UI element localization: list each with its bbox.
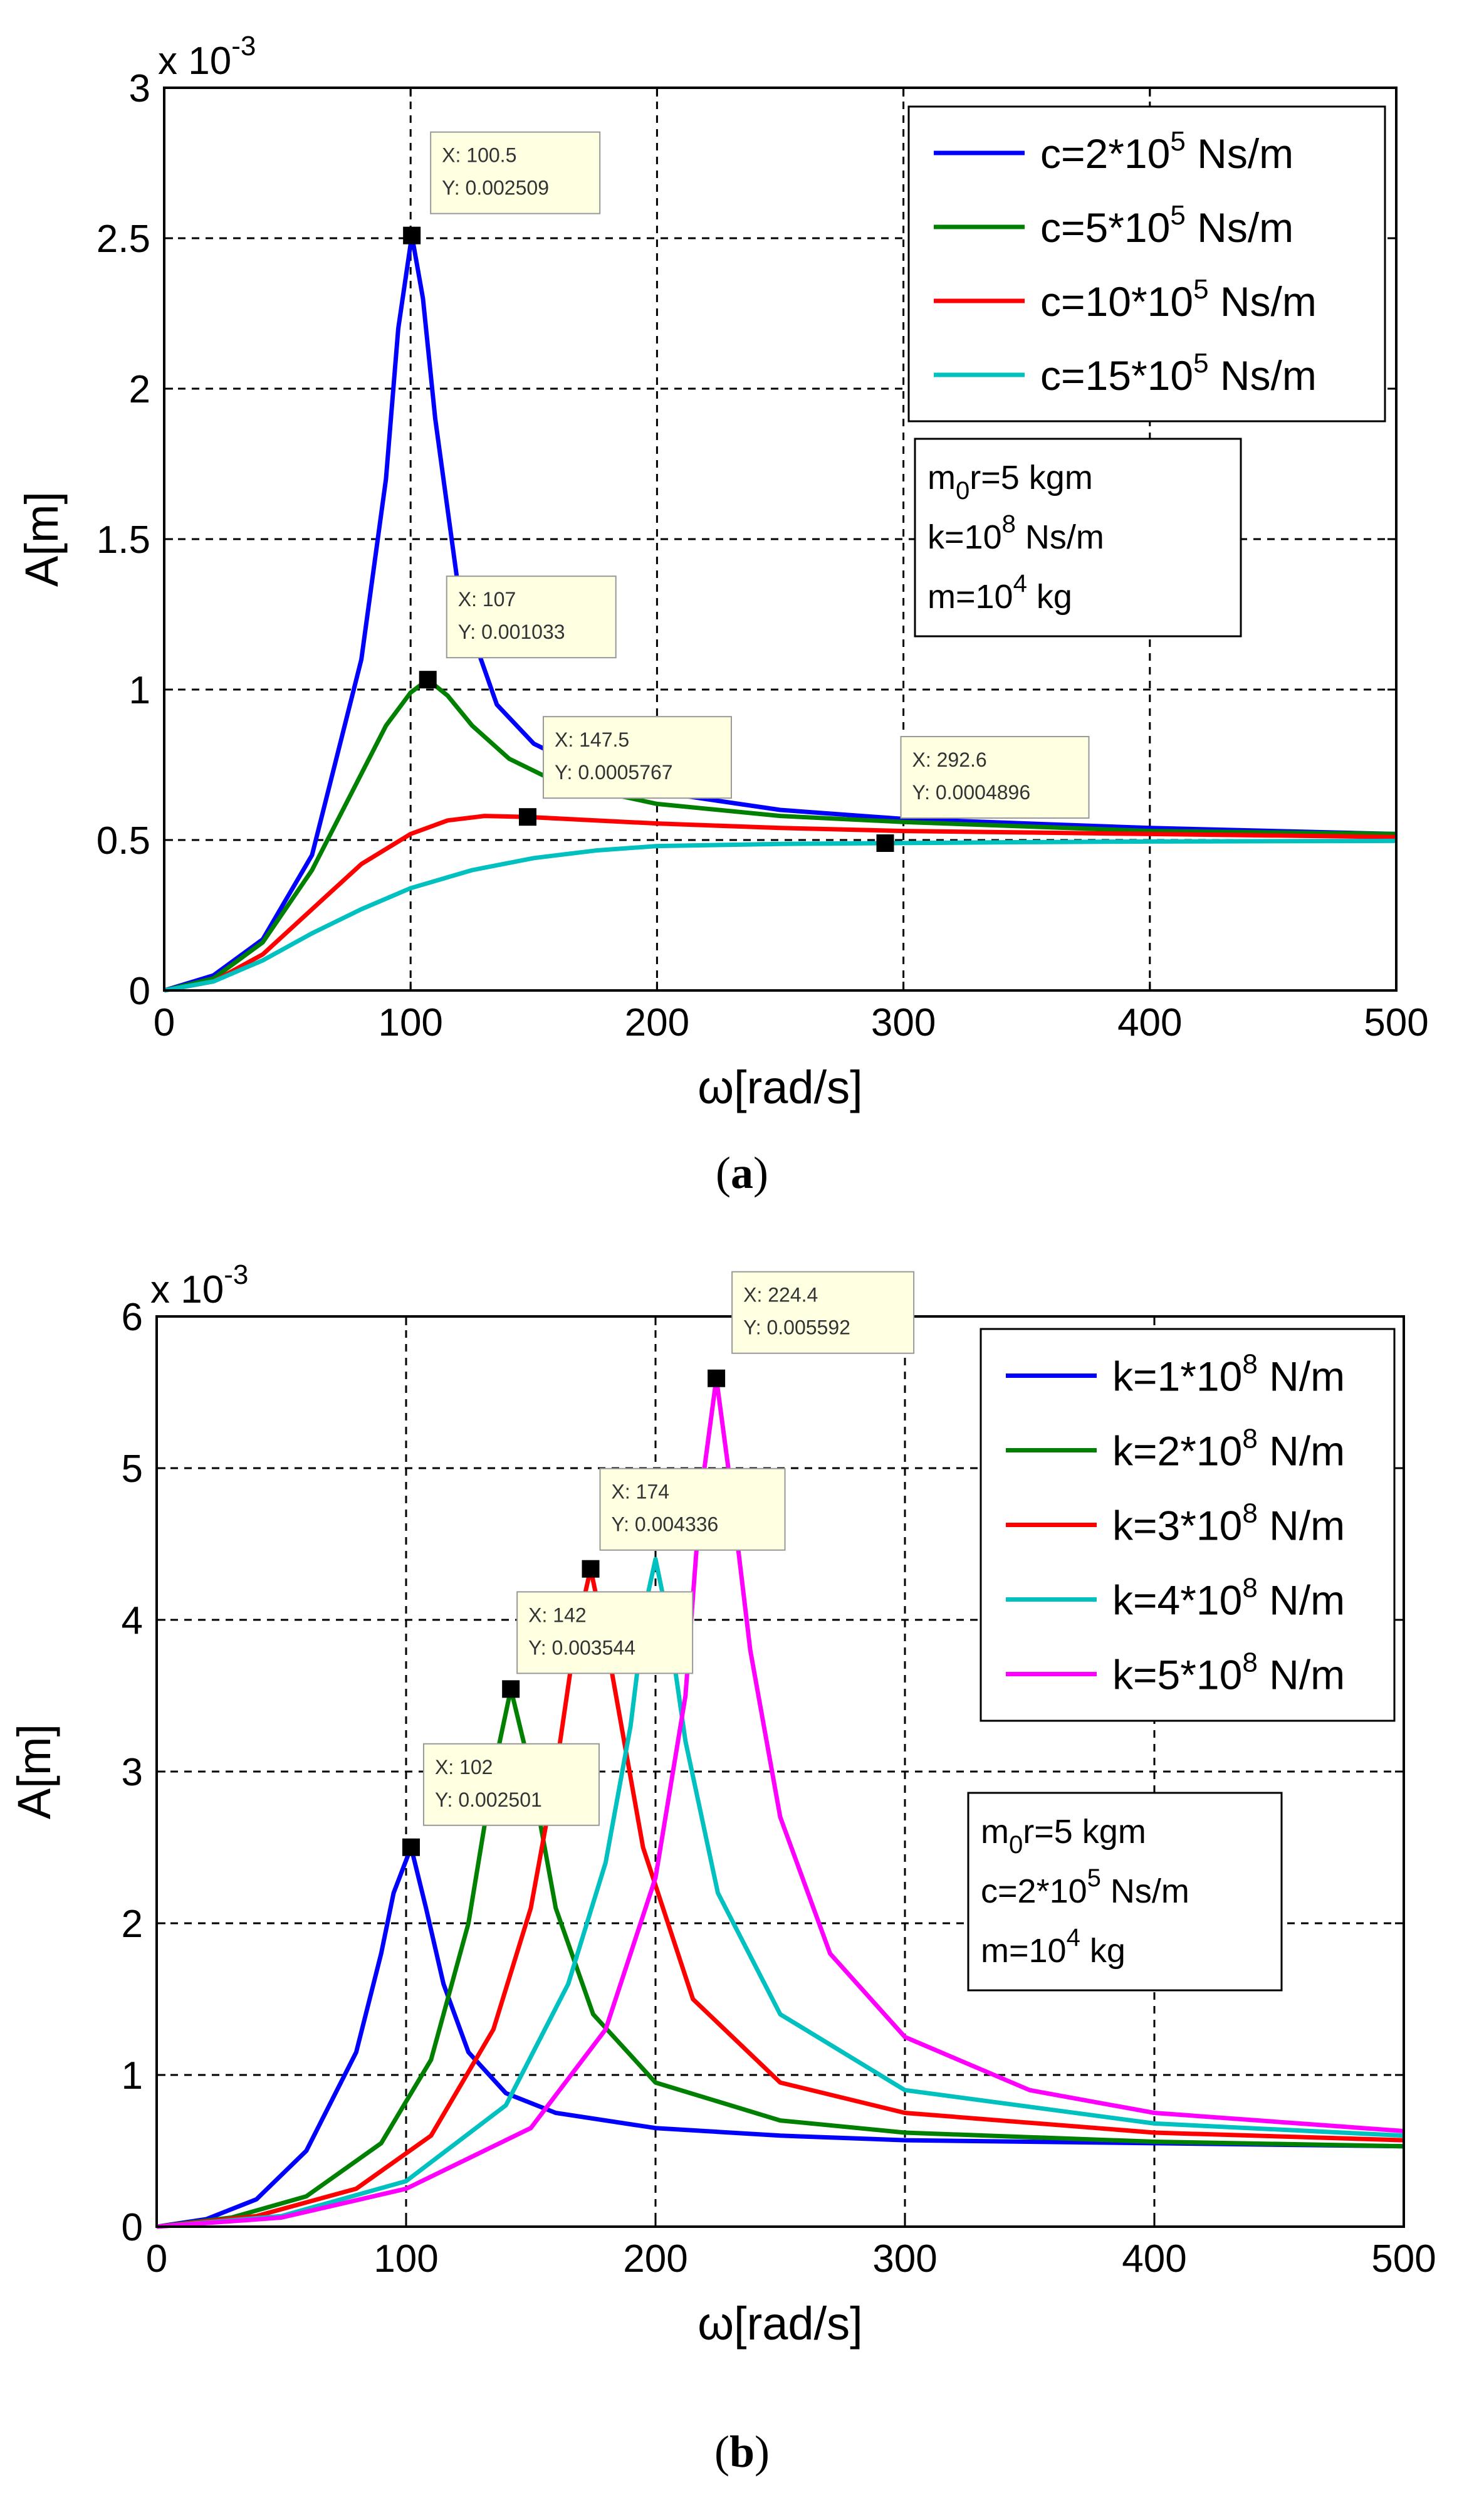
datatip-y-label: Y: 0.001033: [458, 621, 565, 643]
x-tick-label: 300: [872, 2237, 937, 2281]
panel-caption: (b): [714, 2427, 770, 2477]
datatip-marker: [403, 226, 421, 244]
series-line-2: [156, 1686, 1404, 2229]
legend-entry-label: c=5*105 Ns/m: [1040, 200, 1293, 251]
datatip-x-label: X: 142: [528, 1604, 587, 1626]
legend-entry-label: k=5*108 N/m: [1112, 1647, 1345, 1698]
datatip-box: [731, 1271, 915, 1354]
datatip-marker: [708, 1369, 726, 1387]
x-tick-label: 200: [625, 1001, 689, 1044]
parameters-box: [914, 438, 1242, 638]
datatip-y-label: Y: 0.004336: [612, 1513, 719, 1536]
datatip-box: [516, 1591, 694, 1674]
y-tick-label: 0: [129, 970, 150, 1013]
legend-entry-label: c=15*105 Ns/m: [1040, 348, 1317, 399]
datatip-box: [900, 735, 1090, 819]
y-tick-label: 2: [122, 1903, 143, 1946]
legend-entry-label: k=2*108 N/m: [1112, 1424, 1345, 1474]
panel-caption: (a): [716, 1148, 768, 1198]
y-tick-label: 6: [122, 1296, 143, 1339]
datatip-box: [430, 131, 601, 214]
y-tick-label: 5: [122, 1447, 143, 1491]
datatip-y-label: Y: 0.002509: [442, 177, 549, 199]
series-line-4: [156, 1557, 1404, 2229]
x-tick-label: 400: [1117, 1001, 1182, 1044]
x-axis-label: ω[rad/s]: [698, 1061, 862, 1113]
datatip-marker: [582, 1560, 600, 1578]
y-axis-label: A[m]: [16, 491, 68, 587]
datatip-y-label: Y: 0.002501: [435, 1788, 542, 1811]
datatip-box: [446, 575, 617, 659]
legend-entry-label: c=2*105 Ns/m: [1040, 126, 1293, 177]
parameters-box: [967, 1792, 1283, 1992]
series-line-3: [164, 814, 1397, 993]
series-line-1: [163, 233, 1397, 993]
datatip-y-label: Y: 0.0004896: [912, 781, 1031, 804]
datatip-marker: [402, 1838, 420, 1856]
datatip-x-label: X: 102: [435, 1756, 493, 1778]
x-tick-label: 100: [374, 2237, 438, 2281]
y-axis-label: A[m]: [8, 1724, 60, 1819]
x-tick-label: 0: [154, 1001, 175, 1044]
y-tick-label: 3: [122, 1751, 143, 1794]
datatip-x-label: X: 174: [612, 1481, 670, 1503]
parameter-line: c=2*105 Ns/m: [981, 1864, 1189, 1910]
x-tick-label: 200: [623, 2237, 687, 2281]
datatip-box: [542, 716, 732, 799]
datatip-marker: [876, 834, 894, 852]
datatip-y-label: Y: 0.005592: [743, 1316, 850, 1339]
y-tick-label: 2.5: [97, 218, 150, 261]
datatip-marker: [419, 671, 437, 689]
x-axis-label: ω[rad/s]: [698, 2298, 862, 2350]
y-tick-label: 1: [129, 669, 150, 712]
datatip-y-label: Y: 0.003544: [528, 1636, 635, 1659]
y-tick-label: 2: [129, 368, 150, 411]
datatip-marker: [518, 808, 536, 826]
x-tick-label: 300: [871, 1001, 936, 1044]
y-tick-label: 1: [122, 2054, 143, 2098]
datatip-y-label: Y: 0.0005767: [555, 761, 673, 784]
x-tick-label: 100: [378, 1001, 442, 1044]
series-line-1: [156, 1845, 1404, 2229]
datatip-x-label: X: 147.5: [555, 728, 629, 751]
legend-box: [907, 105, 1386, 423]
x-tick-label: 0: [146, 2237, 167, 2281]
y-tick-label: 3: [129, 67, 150, 110]
datatip-x-label: X: 224.4: [743, 1284, 818, 1306]
legend-entry-label: k=4*108 N/m: [1112, 1573, 1345, 1624]
x-tick-label: 500: [1364, 1001, 1428, 1044]
y-tick-label: 4: [122, 1599, 143, 1642]
legend-entry-label: k=3*108 N/m: [1112, 1498, 1345, 1549]
datatip-box: [422, 1743, 600, 1826]
legend-entry-label: k=1*108 N/m: [1112, 1349, 1345, 1400]
datatip-x-label: X: 100.5: [442, 144, 516, 167]
parameter-line: m=104 kg: [927, 570, 1072, 616]
series-line-2: [164, 677, 1397, 993]
datatip-x-label: X: 292.6: [912, 748, 987, 771]
axes-frame: [163, 87, 1398, 992]
x-tick-label: 500: [1371, 2237, 1436, 2281]
datatip-marker: [502, 1680, 520, 1698]
y-tick-label: 0: [122, 2206, 143, 2249]
legend-entry-label: c=10*105 Ns/m: [1040, 274, 1317, 325]
y-tick-label: 1.5: [97, 518, 150, 562]
series-line-4: [164, 838, 1397, 993]
parameter-line: m=104 kg: [981, 1924, 1126, 1970]
datatip-box: [599, 1468, 786, 1551]
parameter-line: k=108 Ns/m: [927, 510, 1104, 556]
datatip-x-label: X: 107: [458, 588, 516, 611]
y-tick-label: 0.5: [97, 819, 150, 863]
x-tick-label: 400: [1122, 2237, 1186, 2281]
